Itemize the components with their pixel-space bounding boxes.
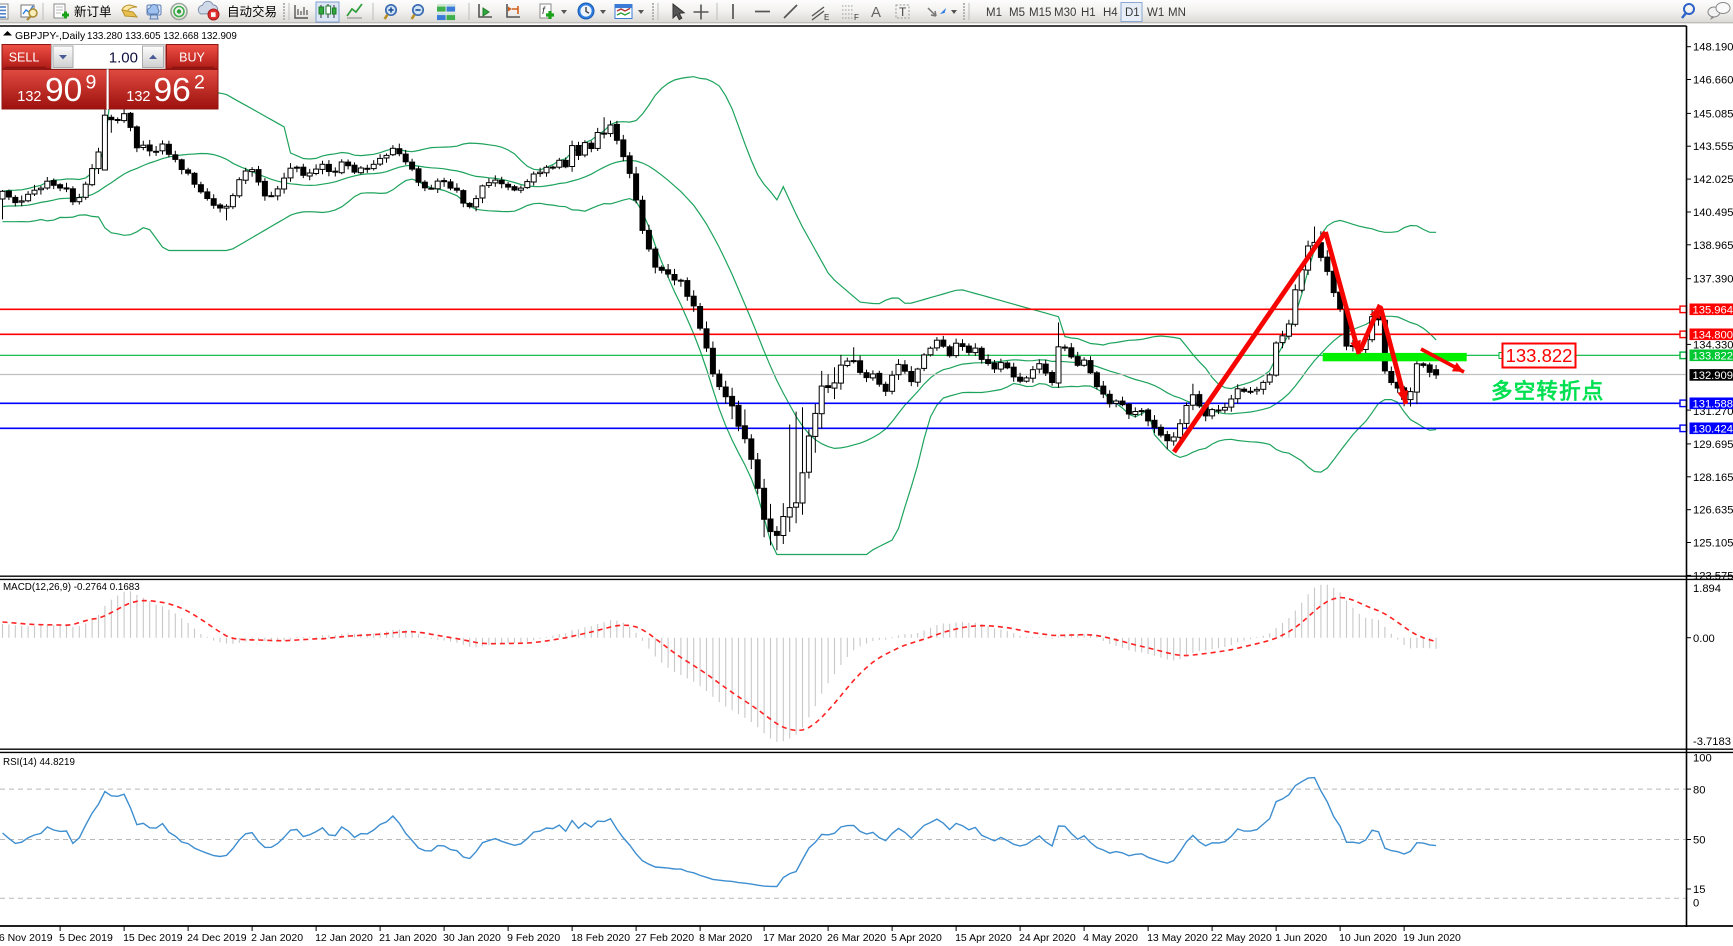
svg-text:19 Jun 2020: 19 Jun 2020 <box>1403 932 1461 944</box>
svg-text:f: f <box>542 6 546 17</box>
svg-text:142.025: 142.025 <box>1693 174 1733 186</box>
svg-text:26 Mar 2020: 26 Mar 2020 <box>827 932 886 944</box>
svg-text:140.495: 140.495 <box>1693 207 1733 219</box>
svg-text:SELL: SELL <box>9 51 40 65</box>
svg-text:M30: M30 <box>1054 7 1076 19</box>
svg-text:50: 50 <box>1693 835 1705 847</box>
svg-text:132.909: 132.909 <box>1693 370 1733 382</box>
svg-text:RSI(14) 44.8219: RSI(14) 44.8219 <box>3 757 75 768</box>
svg-text:100: 100 <box>1693 753 1712 765</box>
svg-text:A: A <box>871 4 881 21</box>
svg-text:143.555: 143.555 <box>1693 141 1733 153</box>
svg-text:GBPJPY-,Daily: GBPJPY-,Daily <box>15 30 86 42</box>
svg-text:9: 9 <box>86 72 97 94</box>
svg-text:2: 2 <box>194 72 205 94</box>
svg-text:138.965: 138.965 <box>1693 240 1733 252</box>
svg-text:5 Dec 2019: 5 Dec 2019 <box>59 932 113 944</box>
svg-text:自动交易: 自动交易 <box>227 4 277 19</box>
svg-text:133.822: 133.822 <box>1506 345 1573 366</box>
svg-text:125.105: 125.105 <box>1693 538 1733 550</box>
svg-text:10 Jun 2020: 10 Jun 2020 <box>1339 932 1397 944</box>
svg-text:145.085: 145.085 <box>1693 108 1733 120</box>
svg-text:H1: H1 <box>1081 7 1096 19</box>
svg-text:90: 90 <box>45 72 82 109</box>
svg-text:24 Dec 2019: 24 Dec 2019 <box>187 932 247 944</box>
svg-text:8 Mar 2020: 8 Mar 2020 <box>699 932 752 944</box>
svg-text:2 Jan 2020: 2 Jan 2020 <box>251 932 303 944</box>
svg-text:30 Jan 2020: 30 Jan 2020 <box>443 932 501 944</box>
svg-text:130.424: 130.424 <box>1693 423 1733 435</box>
svg-text:96: 96 <box>154 72 191 109</box>
svg-text:4 May 2020: 4 May 2020 <box>1083 932 1138 944</box>
svg-text:133.822: 133.822 <box>1693 350 1733 362</box>
svg-text:135.964: 135.964 <box>1693 304 1733 316</box>
svg-text:126.635: 126.635 <box>1693 505 1733 517</box>
svg-text:W1: W1 <box>1147 7 1164 19</box>
svg-text:多空转折点: 多空转折点 <box>1491 379 1605 404</box>
svg-text:22 May 2020: 22 May 2020 <box>1211 932 1272 944</box>
svg-text:15 Apr 2020: 15 Apr 2020 <box>955 932 1012 944</box>
svg-text:5 Apr 2020: 5 Apr 2020 <box>891 932 942 944</box>
svg-text:-3.7183: -3.7183 <box>1693 736 1731 748</box>
svg-text:12 Jan 2020: 12 Jan 2020 <box>315 932 373 944</box>
svg-text:26 Nov 2019: 26 Nov 2019 <box>0 932 53 944</box>
svg-text:MACD(12,26,9) -0.2764 0.1683: MACD(12,26,9) -0.2764 0.1683 <box>3 582 140 593</box>
svg-text:17 Mar 2020: 17 Mar 2020 <box>763 932 822 944</box>
svg-text:13 May 2020: 13 May 2020 <box>1147 932 1208 944</box>
svg-text:D1: D1 <box>1125 7 1140 19</box>
svg-text:M5: M5 <box>1009 7 1025 19</box>
svg-text:0.00: 0.00 <box>1693 633 1715 645</box>
svg-text:80: 80 <box>1693 784 1705 796</box>
svg-text:131.588: 131.588 <box>1693 398 1733 410</box>
svg-text:21 Jan 2020: 21 Jan 2020 <box>379 932 437 944</box>
svg-text:1.00: 1.00 <box>109 50 138 67</box>
svg-text:134.800: 134.800 <box>1693 329 1733 341</box>
svg-text:9 Feb 2020: 9 Feb 2020 <box>507 932 560 944</box>
svg-text:129.695: 129.695 <box>1693 439 1733 451</box>
svg-text:132: 132 <box>17 89 41 105</box>
svg-text:128.165: 128.165 <box>1693 472 1733 484</box>
svg-text:BUY: BUY <box>179 51 205 65</box>
svg-text:15: 15 <box>1693 884 1705 896</box>
svg-text:0: 0 <box>1693 898 1699 910</box>
svg-text:H4: H4 <box>1103 7 1118 19</box>
svg-text:T: T <box>899 5 907 19</box>
svg-text:新订单: 新订单 <box>74 4 112 19</box>
svg-text:146.660: 146.660 <box>1693 75 1733 87</box>
svg-text:27 Feb 2020: 27 Feb 2020 <box>635 932 694 944</box>
svg-text:134.330: 134.330 <box>1693 339 1733 351</box>
svg-text:18 Feb 2020: 18 Feb 2020 <box>571 932 630 944</box>
svg-text:1 Jun 2020: 1 Jun 2020 <box>1275 932 1327 944</box>
svg-text:1.894: 1.894 <box>1693 583 1721 595</box>
svg-text:MN: MN <box>1168 7 1186 19</box>
svg-text:F: F <box>854 13 859 22</box>
svg-text:148.190: 148.190 <box>1693 42 1733 54</box>
svg-text:137.390: 137.390 <box>1693 274 1733 286</box>
svg-text:15 Dec 2019: 15 Dec 2019 <box>123 932 183 944</box>
svg-text:24 Apr 2020: 24 Apr 2020 <box>1019 932 1076 944</box>
svg-text:132: 132 <box>126 89 150 105</box>
svg-text:133.280 133.605 132.668 132.90: 133.280 133.605 132.668 132.909 <box>87 31 237 42</box>
svg-text:M15: M15 <box>1029 7 1051 19</box>
svg-text:E: E <box>824 13 829 22</box>
svg-text:131.270: 131.270 <box>1693 406 1733 418</box>
svg-text:M1: M1 <box>986 7 1002 19</box>
